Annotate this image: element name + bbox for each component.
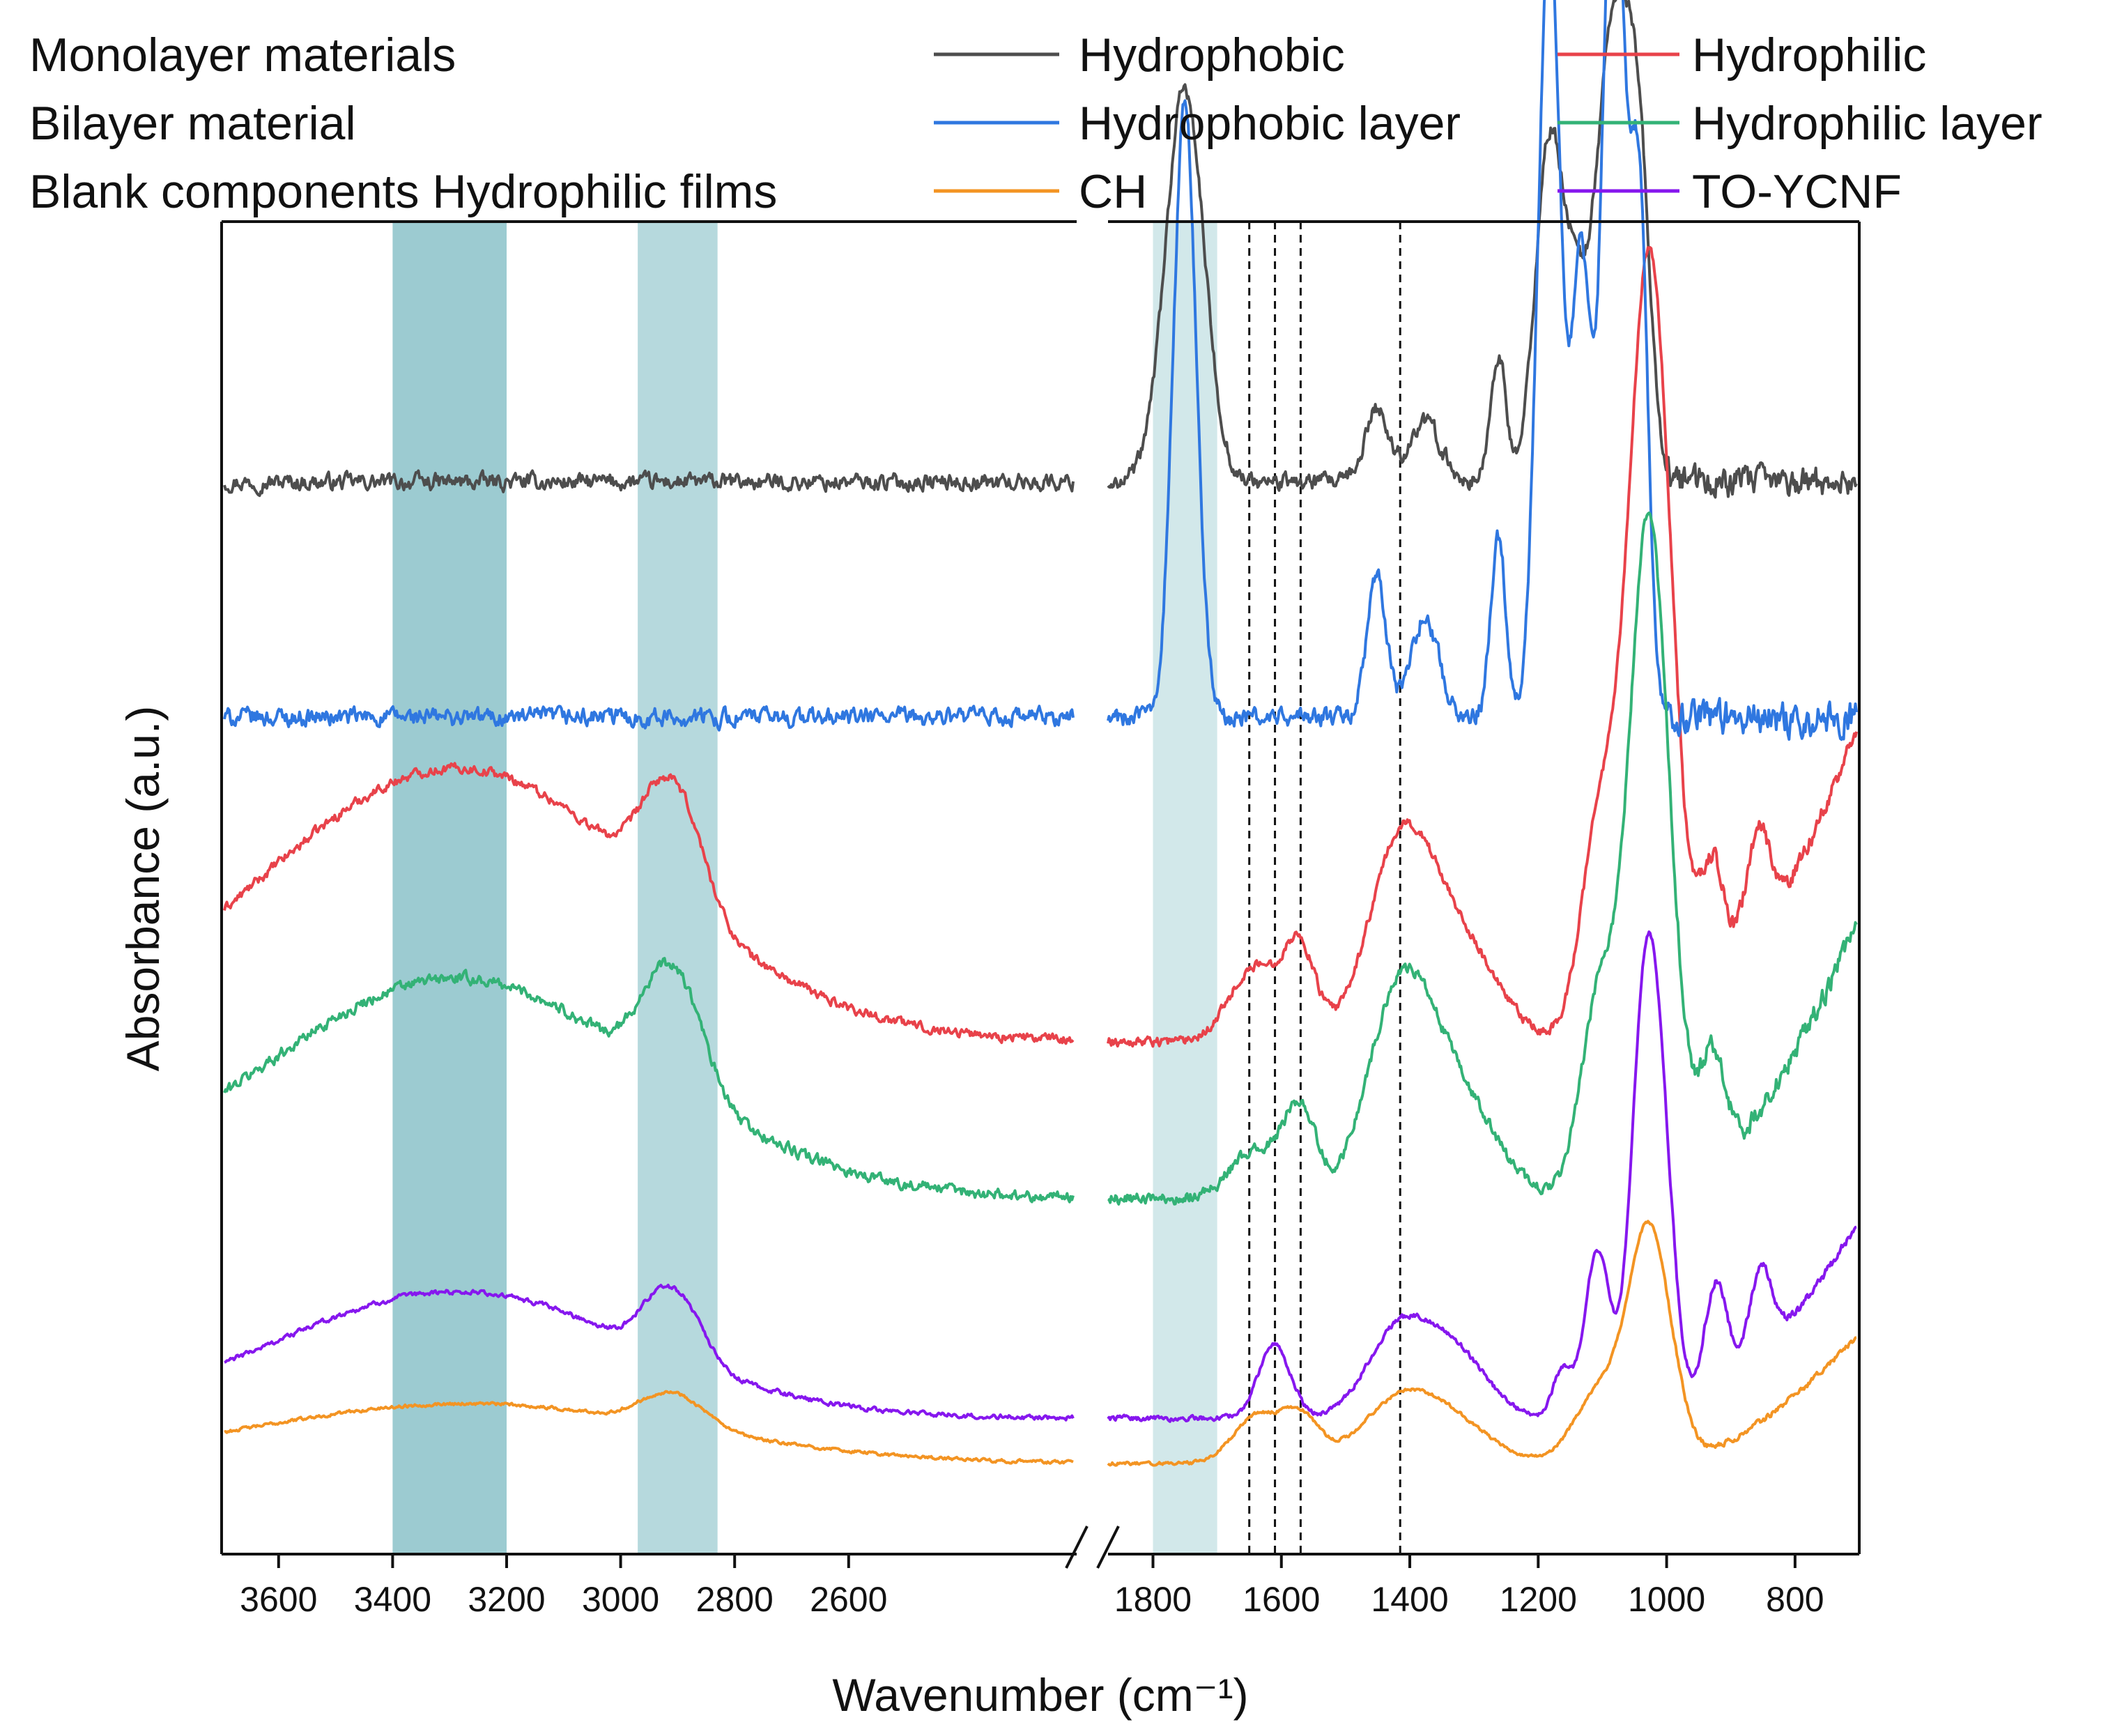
highlight-band-2 (638, 222, 718, 1554)
legend-group-label-2: Bilayer material (29, 97, 356, 150)
series-line-ch (224, 1220, 1857, 1467)
legend-label-hydrophilic-layer: Hydrophilic layer (1692, 97, 2043, 150)
legend-label-hydrophobic: Hydrophobic (1079, 29, 1345, 82)
reference-lines (1248, 222, 1401, 1554)
x-tick-label-1200: 1200 (1500, 1580, 1577, 1619)
x-ticks: 3600 3400 3200 3000 2800 2600 1800 1600 1400 1200… (240, 1554, 1824, 1619)
series-line-hydrophobic-layer (223, 0, 1858, 742)
legend-label-ch: CH (1079, 165, 1147, 218)
series-lines (223, 0, 1858, 1467)
x-tick-label-3200: 3200 (468, 1580, 545, 1619)
x-tick-label-1400: 1400 (1371, 1580, 1448, 1619)
legend-group-label-1: Monolayer materials (29, 29, 456, 82)
series-line-to-ycnf (224, 930, 1857, 1423)
x-tick-label-2600: 2600 (810, 1580, 887, 1619)
legend: Monolayer materials Bilayer material Blank… (29, 29, 2043, 218)
series-line-hydrophobic (223, 0, 1858, 499)
x-tick-label-800: 800 (1766, 1580, 1824, 1619)
legend-label-hydrophilic: Hydrophilic (1692, 29, 1926, 82)
legend-label-hydrophobic-layer: Hydrophobic layer (1079, 97, 1461, 150)
x-tick-label-3400: 3400 (354, 1580, 431, 1619)
x-tick-label-3000: 3000 (582, 1580, 659, 1619)
y-axis-title: Absorbance (a.u.) (117, 706, 169, 1072)
legend-group-label-3: Blank components Hydrophilic films (29, 165, 777, 218)
x-tick-label-3600: 3600 (240, 1580, 317, 1619)
highlight-bands (392, 222, 1217, 1554)
highlight-band-3 (1153, 222, 1217, 1554)
x-tick-label-2800: 2800 (696, 1580, 774, 1619)
x-tick-label-1000: 1000 (1628, 1580, 1705, 1619)
x-axis-title: Wavenumber (cm⁻¹) (832, 1669, 1248, 1721)
axis-break-marks (1065, 1526, 1120, 1569)
series-line-hydrophilic (223, 246, 1858, 1048)
axes (220, 220, 1861, 1569)
x-tick-label-1800: 1800 (1114, 1580, 1192, 1619)
legend-label-to-ycnf: TO-YCNF (1692, 165, 1902, 218)
x-tick-label-1600: 1600 (1243, 1580, 1320, 1619)
highlight-band-1 (392, 222, 507, 1554)
series-line-hydrophilic-layer (223, 512, 1858, 1206)
